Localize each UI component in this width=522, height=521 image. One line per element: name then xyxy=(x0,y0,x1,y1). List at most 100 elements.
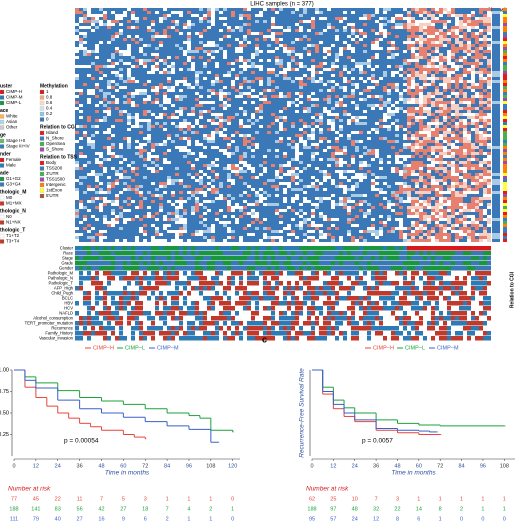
heatmap-cell xyxy=(263,20,267,23)
heatmap-cell xyxy=(131,125,135,128)
heatmap-cell xyxy=(431,59,435,62)
heatmap-cell xyxy=(395,95,399,98)
heatmap-cell xyxy=(119,38,123,41)
heatmap-cell xyxy=(271,107,275,110)
heatmap-cell xyxy=(211,47,215,50)
heatmap-cell xyxy=(99,128,103,131)
heatmap-cell xyxy=(351,116,355,119)
heatmap-cell xyxy=(295,140,299,143)
heatmap-cell xyxy=(375,38,379,41)
heatmap-cell xyxy=(467,134,471,137)
heatmap-cell xyxy=(427,143,431,146)
heatmap-cell xyxy=(243,17,247,20)
heatmap-cell xyxy=(395,131,399,134)
heatmap-cell xyxy=(87,17,91,20)
heatmap-cell xyxy=(115,134,119,137)
heatmap-cell xyxy=(219,41,223,44)
heatmap-cell xyxy=(347,68,351,71)
heatmap-cell xyxy=(483,35,487,38)
heatmap-cell xyxy=(347,20,351,23)
heatmap-cell xyxy=(363,128,367,131)
heatmap-cell xyxy=(403,125,407,128)
heatmap-cell xyxy=(115,74,119,77)
heatmap-cell xyxy=(371,137,375,140)
heatmap-cell xyxy=(247,23,251,26)
heatmap-cell xyxy=(291,143,295,146)
heatmap-cell xyxy=(271,131,275,134)
heatmap-cell xyxy=(227,17,231,20)
heatmap-cell xyxy=(427,11,431,14)
heatmap-cell xyxy=(395,68,399,71)
heatmap-cell xyxy=(407,134,411,137)
heatmap-cell xyxy=(399,62,403,65)
heatmap-cell xyxy=(483,32,487,35)
heatmap-cell xyxy=(487,110,491,113)
heatmap-cell xyxy=(303,119,307,122)
heatmap-cell xyxy=(487,113,491,116)
heatmap-cell xyxy=(387,80,391,83)
heatmap-cell xyxy=(447,122,451,125)
heatmap-cell xyxy=(79,26,83,29)
heatmap-cell xyxy=(235,104,239,107)
heatmap-cell xyxy=(467,116,471,119)
heatmap-cell xyxy=(427,122,431,125)
heatmap-cell xyxy=(203,20,207,23)
heatmap-cell xyxy=(183,50,187,53)
heatmap-cell xyxy=(83,50,87,53)
heatmap-cell xyxy=(475,41,479,44)
heatmap-cell xyxy=(359,119,363,122)
heatmap-cell xyxy=(399,32,403,35)
heatmap-cell xyxy=(419,65,423,68)
heatmap-cell xyxy=(295,107,299,110)
heatmap-cell xyxy=(239,119,243,122)
heatmap-cell xyxy=(127,131,131,134)
heatmap-cell xyxy=(119,74,123,77)
heatmap-cell xyxy=(287,68,291,71)
heatmap-cell xyxy=(363,146,367,149)
heatmap-cell xyxy=(299,122,303,125)
heatmap-cell xyxy=(119,44,123,47)
heatmap-cell xyxy=(95,89,99,92)
heatmap-cell xyxy=(231,65,235,68)
heatmap-cell xyxy=(307,104,311,107)
heatmap-cell xyxy=(455,116,459,119)
heatmap-cell xyxy=(295,146,299,149)
heatmap-cell xyxy=(215,104,219,107)
heatmap-cell xyxy=(307,44,311,47)
heatmap-cell xyxy=(123,116,127,119)
heatmap-cell xyxy=(391,89,395,92)
heatmap-cell xyxy=(335,107,339,110)
heatmap-cell xyxy=(155,134,159,137)
heatmap-cell xyxy=(299,140,303,143)
heatmap-cell xyxy=(463,41,467,44)
heatmap-cell xyxy=(355,146,359,149)
heatmap-cell xyxy=(415,62,419,65)
heatmap-cell xyxy=(227,134,231,137)
heatmap-cell xyxy=(231,8,235,11)
heatmap-cell xyxy=(135,14,139,17)
heatmap-cell xyxy=(363,143,367,146)
heatmap-cell xyxy=(303,59,307,62)
heatmap-cell xyxy=(279,137,283,140)
heatmap-cell xyxy=(379,92,383,95)
heatmap-cell xyxy=(231,68,235,71)
heatmap-cell xyxy=(383,122,387,125)
heatmap-cell xyxy=(143,119,147,122)
heatmap-cell xyxy=(359,116,363,119)
heatmap-cell xyxy=(99,11,103,14)
heatmap-cell xyxy=(139,74,143,77)
heatmap-cell xyxy=(107,89,111,92)
heatmap-cell xyxy=(119,71,123,74)
heatmap-cell xyxy=(231,29,235,32)
heatmap-cell xyxy=(155,35,159,38)
heatmap-cell xyxy=(127,47,131,50)
heatmap-cell xyxy=(483,11,487,14)
heatmap-cell xyxy=(131,17,135,20)
heatmap-cell xyxy=(307,86,311,89)
heatmap-cell xyxy=(147,107,151,110)
heatmap-cell xyxy=(227,80,231,83)
heatmap-cell xyxy=(215,8,219,11)
heatmap-cell xyxy=(331,104,335,107)
heatmap-cell xyxy=(175,131,179,134)
heatmap-cell xyxy=(447,65,451,68)
